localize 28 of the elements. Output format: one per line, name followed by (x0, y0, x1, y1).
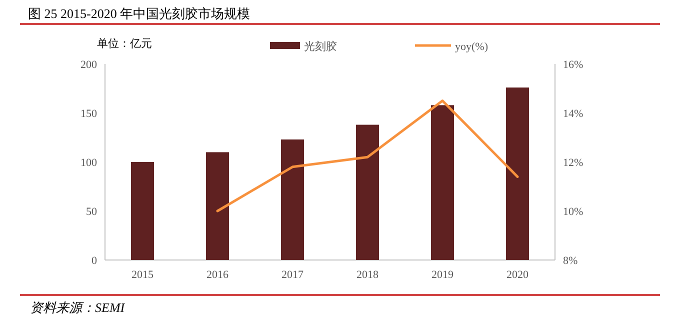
text: 资料来源：SEMI (30, 300, 126, 315)
x-tick-label: 2015 (132, 269, 154, 281)
x-tick-label: 2020 (506, 269, 529, 281)
bar (206, 152, 229, 260)
legend-label: yoy(%) (455, 41, 488, 53)
x-tick-label: 2016 (206, 269, 229, 281)
y2-tick-label: 10% (563, 206, 584, 218)
chart-title: 图 25 2015-2020 年中国光刻胶市场规模 (28, 6, 250, 21)
bar (506, 88, 529, 260)
legend-label: 光刻胶 (304, 40, 337, 53)
bar (356, 124, 379, 260)
y-tick-label: 50 (86, 206, 98, 218)
x-tick-label: 2019 (432, 269, 454, 281)
bar (131, 162, 154, 260)
y-tick-label: 0 (92, 255, 98, 267)
y2-tick-label: 16% (563, 59, 584, 71)
y2-tick-label: 12% (563, 157, 584, 169)
y-tick-label: 200 (80, 59, 98, 71)
text: 单位：亿元 (97, 37, 152, 50)
x-tick-label: 2018 (356, 269, 379, 281)
y-tick-label: 150 (80, 108, 98, 120)
y2-tick-label: 14% (563, 108, 584, 120)
line-series (216, 100, 519, 212)
y-tick-label: 100 (80, 157, 98, 169)
bar (281, 139, 304, 260)
y2-tick-label: 8% (563, 255, 578, 267)
bar (431, 105, 454, 260)
x-tick-label: 2017 (282, 269, 304, 281)
